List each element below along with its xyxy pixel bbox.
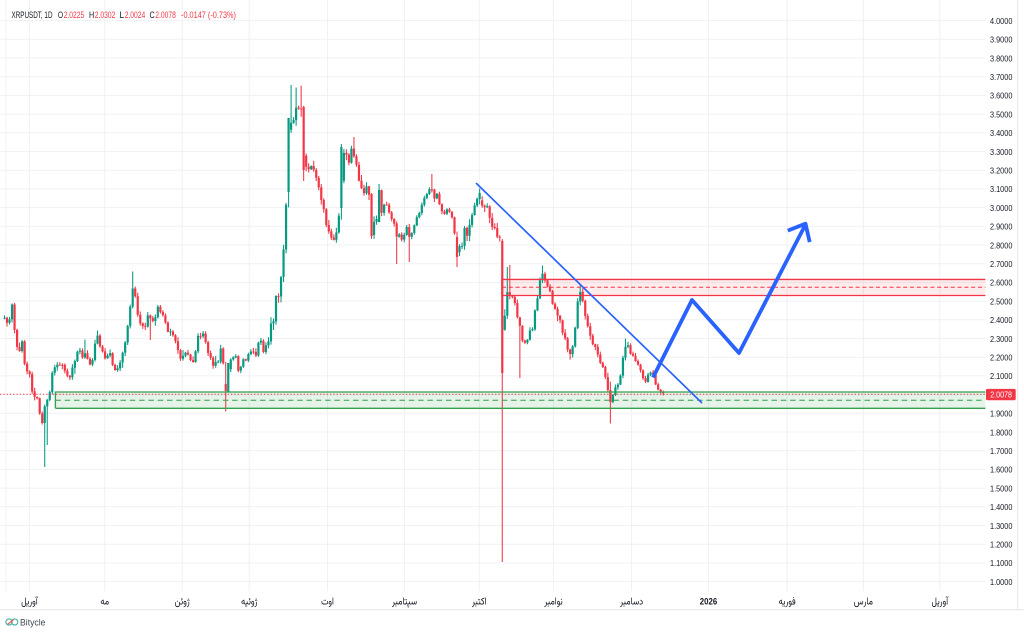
svg-text:C: C (150, 10, 155, 20)
svg-text:2026: 2026 (700, 596, 717, 606)
svg-text:1.3000: 1.3000 (990, 521, 1013, 531)
svg-text:4.0000: 4.0000 (990, 16, 1013, 26)
svg-text:L: L (120, 10, 125, 20)
svg-text:1.7000: 1.7000 (990, 446, 1013, 456)
svg-text:1.6000: 1.6000 (990, 465, 1013, 475)
svg-text:2.0024: 2.0024 (125, 10, 146, 20)
svg-text:1.4000: 1.4000 (990, 502, 1013, 512)
svg-text:2.2000: 2.2000 (990, 353, 1013, 363)
svg-text:3.2000: 3.2000 (990, 166, 1013, 176)
svg-text:3.3000: 3.3000 (990, 147, 1013, 157)
svg-text:2.1000: 2.1000 (990, 371, 1013, 381)
svg-text:H: H (89, 10, 94, 20)
svg-text:2.4000: 2.4000 (990, 315, 1013, 325)
svg-text:3.9000: 3.9000 (990, 35, 1013, 45)
svg-text:3.6000: 3.6000 (990, 91, 1013, 101)
svg-text:3.5000: 3.5000 (990, 109, 1013, 119)
svg-text:2.6000: 2.6000 (990, 278, 1013, 288)
svg-text:3.4000: 3.4000 (990, 128, 1013, 138)
svg-text:2.0078: 2.0078 (155, 10, 176, 20)
svg-text:-0.0147 (-0.73%): -0.0147 (-0.73%) (181, 10, 236, 20)
svg-text:1.8000: 1.8000 (990, 427, 1013, 437)
svg-text:3.7000: 3.7000 (990, 72, 1013, 82)
svg-text:3.0000: 3.0000 (990, 203, 1013, 213)
svg-text:2.9000: 2.9000 (990, 222, 1013, 232)
svg-text:1.0000: 1.0000 (990, 577, 1013, 587)
svg-text:2.8000: 2.8000 (990, 240, 1013, 250)
svg-text:2.0225: 2.0225 (64, 10, 84, 20)
svg-text:Bitycle: Bitycle (20, 617, 46, 628)
svg-text:1.2000: 1.2000 (990, 540, 1013, 550)
svg-text:1.1000: 1.1000 (990, 558, 1013, 568)
svg-text:2.0078: 2.0078 (990, 389, 1012, 399)
svg-text:2.3000: 2.3000 (990, 334, 1013, 344)
svg-text:1.5000: 1.5000 (990, 483, 1013, 493)
svg-text:3.8000: 3.8000 (990, 53, 1013, 63)
svg-text:1.9000: 1.9000 (990, 409, 1013, 419)
svg-text:2.0302: 2.0302 (95, 10, 116, 20)
svg-text:O: O (58, 10, 63, 20)
svg-text:XRPUSDT, 1D: XRPUSDT, 1D (12, 10, 53, 20)
svg-text:3.1000: 3.1000 (990, 184, 1013, 194)
svg-text:2.7000: 2.7000 (990, 259, 1013, 269)
svg-text:2.5000: 2.5000 (990, 296, 1013, 306)
